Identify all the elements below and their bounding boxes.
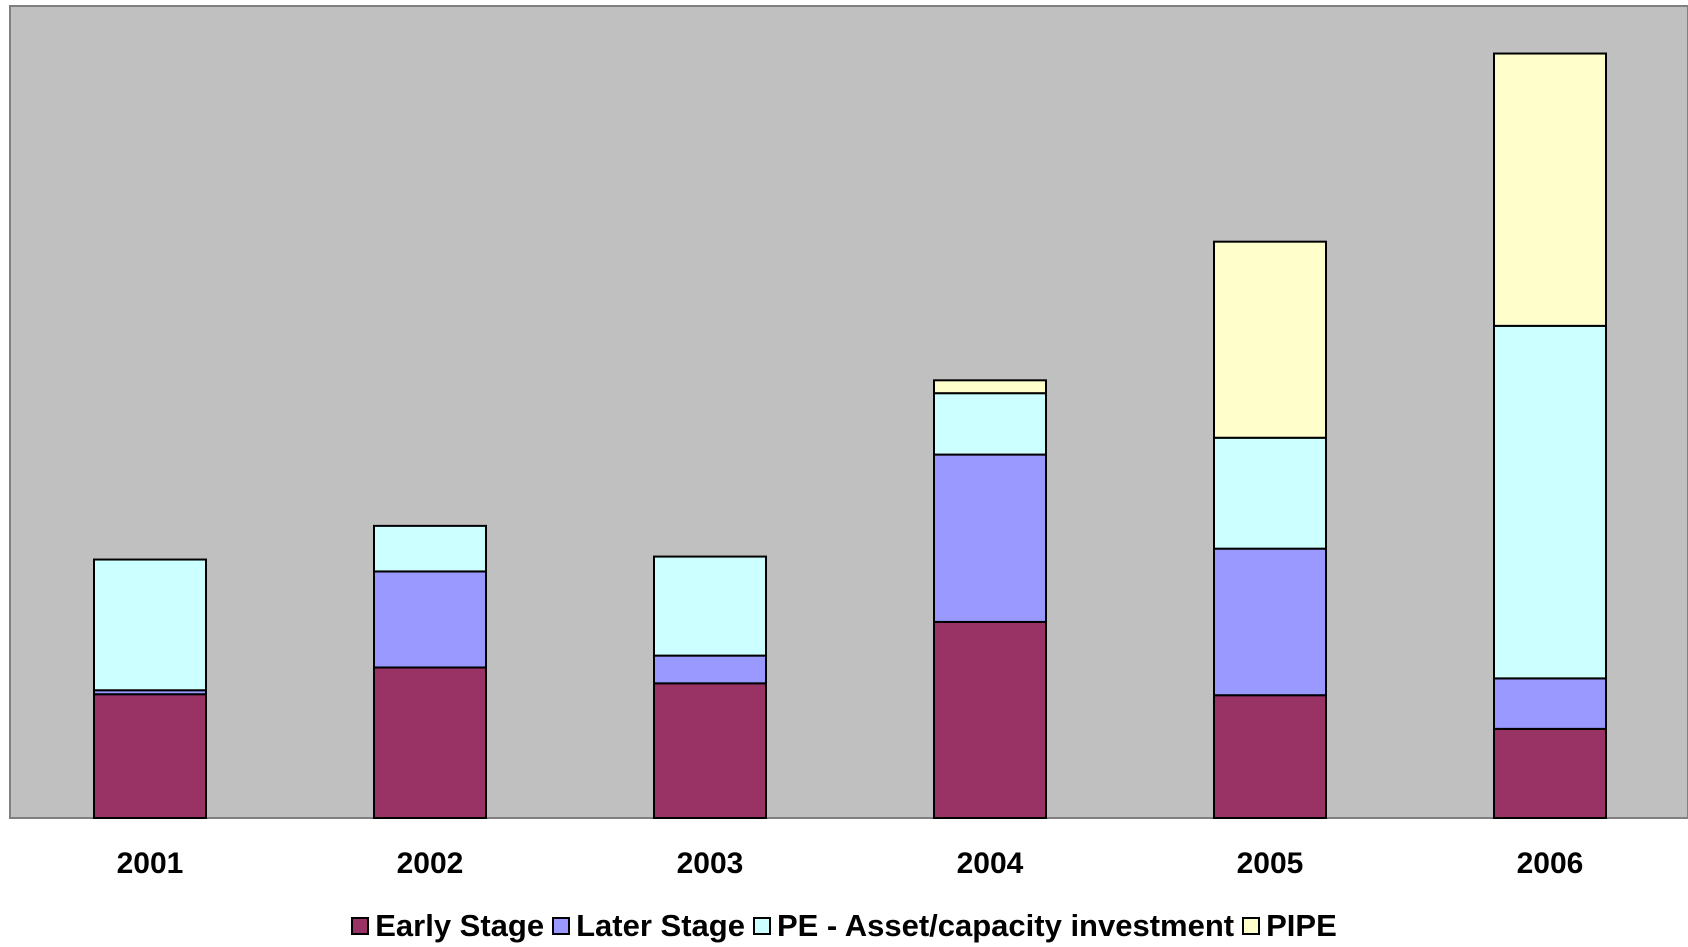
bar-2005-pe-asset-capacity-investment: [1213, 436, 1327, 550]
bar-2004-early-stage: [933, 620, 1047, 819]
x-tick-label: 2002: [397, 847, 464, 880]
bar-2002-early-stage: [373, 666, 487, 819]
legend-item: Later Stage: [552, 908, 745, 944]
x-tick-label: 2004: [957, 847, 1024, 880]
legend-item: PIPE: [1242, 908, 1337, 944]
bar-2004-later-stage: [933, 453, 1047, 623]
bar-2002-later-stage: [373, 570, 487, 669]
bar-2005-early-stage: [1213, 694, 1327, 820]
bar-2006-pe-asset-capacity-investment: [1493, 324, 1607, 680]
bar-2001-pe-asset-capacity-investment: [93, 558, 207, 692]
bar-2004-pe-asset-capacity-investment: [933, 392, 1047, 456]
bar-2004-pipe: [933, 379, 1047, 395]
legend-swatch: [752, 917, 771, 935]
bar-2001-early-stage: [93, 693, 207, 819]
bar-2006-early-stage: [1493, 727, 1607, 819]
bar-2003-early-stage: [653, 682, 767, 820]
bar-2003-later-stage: [653, 654, 767, 685]
legend-swatch: [552, 917, 571, 935]
legend-swatch: [351, 917, 370, 935]
x-tick-label: 2005: [1237, 847, 1304, 880]
bar-2006-pipe: [1493, 52, 1607, 327]
bar-2002-pe-asset-capacity-investment: [373, 524, 487, 573]
x-axis-tick-labels: 2001 2002 2003 2004 2005 2006: [117, 847, 1584, 880]
bar-2005-later-stage: [1213, 547, 1327, 697]
plot-area: [9, 5, 1688, 819]
bar-2005-pipe: [1213, 240, 1327, 439]
legend-label: PIPE: [1266, 908, 1337, 943]
legend-item: Early Stage: [351, 908, 544, 944]
legend-label: Early Stage: [375, 908, 545, 943]
bars-layer: [93, 52, 1607, 820]
bar-2006-later-stage: [1493, 677, 1607, 730]
legend-swatch: [1242, 917, 1261, 935]
bar-2003-pe-asset-capacity-investment: [653, 555, 767, 657]
x-tick-label: 2006: [1517, 847, 1584, 880]
legend-label: PE - Asset/capacity investment: [776, 908, 1235, 943]
legend-item: PE - Asset/capacity investment: [752, 908, 1235, 944]
legend: Early Stage Later Stage PE - Asset/capacit…: [0, 908, 1688, 944]
x-tick-label: 2003: [677, 847, 744, 880]
x-tick-label: 2001: [117, 847, 184, 880]
legend-label: Later Stage: [576, 908, 745, 943]
